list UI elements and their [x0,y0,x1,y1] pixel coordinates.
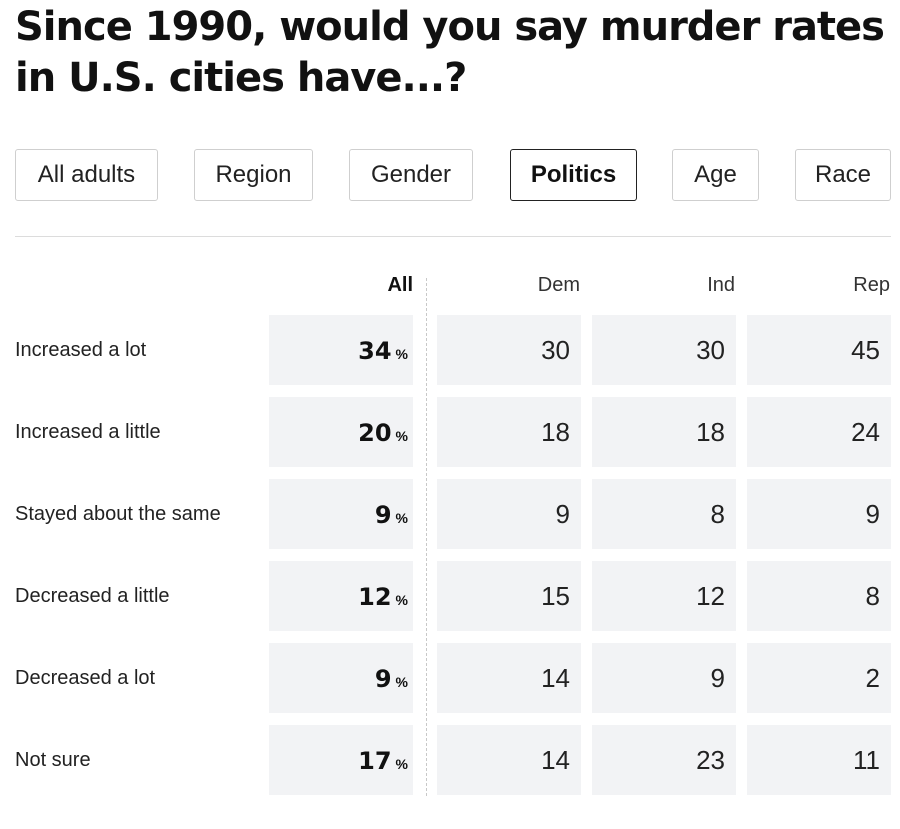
table-cell-rep: 24 [747,397,891,467]
table-cell-ind: 12 [592,561,736,631]
all-value: 9 [374,501,392,529]
percent-sign: % [395,346,408,362]
table-cell-all: 9% [269,643,413,713]
tab-all-adults[interactable]: All adults [15,149,158,201]
table-cell-dem: 14 [437,643,581,713]
row-label: Not sure [15,749,91,771]
all-value: 34 [358,337,392,365]
percent-sign: % [395,674,408,690]
cell-value: 23 [696,745,725,775]
row-label: Increased a little [15,421,161,443]
table-cell-dem: 18 [437,397,581,467]
row-label: Decreased a lot [15,667,156,689]
table-cell-dem: 15 [437,561,581,631]
percent-sign: % [395,756,408,772]
tab-region[interactable]: Region [194,149,313,201]
row-label: Stayed about the same [15,503,221,525]
table-cell-all: 17% [269,725,413,795]
column-header-all: All [387,274,413,296]
cell-value: 9 [555,499,570,529]
tab-politics[interactable]: Politics [510,149,637,201]
cell-value: 30 [541,335,570,365]
table-cell-ind: 23 [592,725,736,795]
cell-value: 24 [851,417,880,447]
cell-value: 18 [696,417,725,447]
cell-value: 45 [851,335,880,365]
page-title: Since 1990, would you say murder rates i… [15,4,885,101]
table-cell-rep: 9 [747,479,891,549]
column-header-rep: Rep [853,274,890,296]
table-cell-all: 20% [269,397,413,467]
row-label: Decreased a little [15,585,170,607]
cell-value: 9 [865,499,880,529]
column-separator [426,278,427,796]
column-header-dem: Dem [537,274,580,296]
table-cell-all: 34% [269,315,413,385]
cell-value: 9 [710,663,725,693]
table-cell-ind: 30 [592,315,736,385]
table-cell-ind: 9 [592,643,736,713]
percent-sign: % [395,428,408,444]
tab-age[interactable]: Age [672,149,759,201]
cell-value: 12 [696,581,725,611]
table-cell-ind: 8 [592,479,736,549]
table-cell-rep: 11 [747,725,891,795]
cell-value: 18 [541,417,570,447]
cell-value: 30 [696,335,725,365]
all-value: 17 [358,747,392,775]
table-cell-ind: 18 [592,397,736,467]
cell-value: 8 [710,499,725,529]
cell-value: 2 [865,663,880,693]
table-cell-rep: 45 [747,315,891,385]
tab-race[interactable]: Race [795,149,891,201]
cell-value: 8 [865,581,880,611]
percent-sign: % [395,592,408,608]
table-cell-dem: 14 [437,725,581,795]
cell-value: 15 [541,581,570,611]
table-cell-all: 12% [269,561,413,631]
table-cell-rep: 8 [747,561,891,631]
section-divider [15,236,891,237]
cell-value: 11 [853,745,880,775]
table-cell-all: 9% [269,479,413,549]
all-value: 9 [374,665,392,693]
all-value: 20 [358,419,392,447]
table-cell-dem: 30 [437,315,581,385]
table-cell-rep: 2 [747,643,891,713]
row-label: Increased a lot [15,339,147,361]
all-value: 12 [358,583,392,611]
column-header-ind: Ind [707,274,735,296]
table-cell-dem: 9 [437,479,581,549]
percent-sign: % [395,510,408,526]
cell-value: 14 [541,745,570,775]
tab-gender[interactable]: Gender [349,149,473,201]
cell-value: 14 [541,663,570,693]
